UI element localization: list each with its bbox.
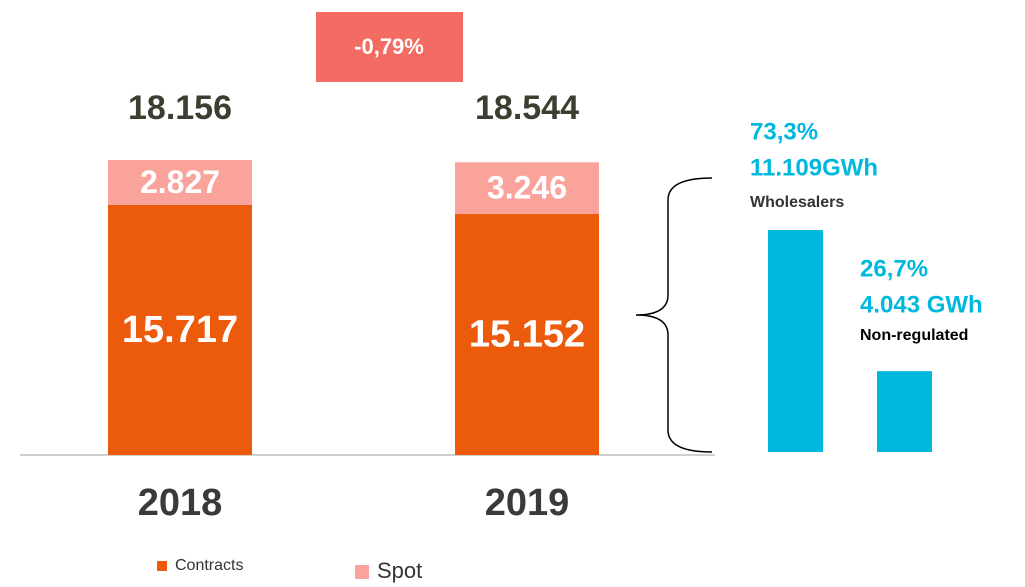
bar	[877, 371, 932, 452]
value-label: 3.246	[487, 170, 567, 206]
bar-segment	[108, 204, 252, 455]
bar-segment	[455, 162, 599, 214]
energy-label: 11.109GWh	[750, 154, 878, 181]
change-label: -0,79%	[354, 34, 424, 59]
bar-segment	[455, 213, 599, 455]
legend-swatch	[355, 565, 369, 579]
value-label: 2.827	[140, 164, 220, 200]
category-label: Non-regulated	[860, 327, 968, 344]
category-label: Wholesalers	[750, 194, 844, 211]
value-label: 73,3%	[750, 118, 818, 145]
change-badge	[316, 12, 463, 82]
value-label: 15.717	[122, 309, 238, 351]
energy-label: 4.043 GWh	[860, 291, 983, 318]
x-tick-label: 2019	[485, 482, 570, 524]
legend-label: Spot	[377, 558, 422, 583]
x-tick-label: 2018	[138, 482, 223, 524]
legend-label: Contracts	[175, 557, 243, 574]
value-label: 26,7%	[860, 255, 928, 282]
total-label: 18.156	[128, 89, 232, 127]
total-label: 18.544	[475, 89, 579, 127]
bar	[768, 230, 823, 452]
bar-segment	[108, 160, 252, 205]
value-label: 15.152	[469, 314, 585, 356]
legend-swatch	[157, 561, 167, 571]
brace	[635, 177, 713, 453]
